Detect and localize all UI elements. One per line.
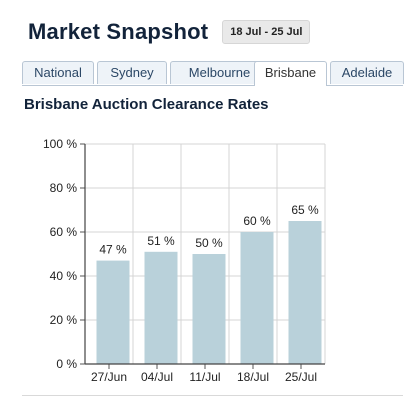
bar-data-label: 60 % xyxy=(243,214,271,228)
bar-18-jul xyxy=(240,232,274,364)
bar-data-label: 47 % xyxy=(99,243,127,257)
divider xyxy=(22,395,403,396)
x-tick-label: 25/Jul xyxy=(285,370,317,384)
x-tick-label: 27/Jun xyxy=(91,370,127,384)
tab-brisbane[interactable]: Brisbane xyxy=(254,61,327,86)
chart-bars xyxy=(96,221,322,364)
clearance-rate-chart: 0 % 20 % 40 % 60 % 80 % 100 % 47 % 27/Jun 51 % 04… xyxy=(43,137,326,384)
tab-melbourne[interactable]: Melbourne xyxy=(170,61,269,84)
tab-national[interactable]: National xyxy=(22,61,94,84)
bar-25-jul xyxy=(288,221,322,364)
x-tick-label: 11/Jul xyxy=(189,370,220,384)
y-tick-label: 20 % xyxy=(50,313,78,327)
y-tick-label: 80 % xyxy=(50,181,78,195)
header: Market Snapshot 18 Jul - 25 Jul xyxy=(28,16,311,48)
bar-04-jul xyxy=(144,251,178,364)
city-tabs: National Sydney Melbourne Brisbane Adela… xyxy=(22,61,404,86)
y-tick-label: 60 % xyxy=(50,225,78,239)
chart-axes xyxy=(80,143,325,369)
bar-data-label: 51 % xyxy=(147,234,175,248)
chart-title: Brisbane Auction Clearance Rates xyxy=(24,96,269,113)
x-tick-label: 18/Jul xyxy=(237,370,269,384)
tab-adelaide[interactable]: Adelaide xyxy=(330,61,404,84)
x-tick-label: 04/Jul xyxy=(141,370,173,384)
bar-27-jun xyxy=(96,260,130,364)
bar-data-label: 50 % xyxy=(195,236,223,250)
bar-data-label: 65 % xyxy=(291,203,319,217)
y-tick-label: 40 % xyxy=(50,269,78,283)
tab-sydney[interactable]: Sydney xyxy=(97,61,167,84)
y-tick-label: 0 % xyxy=(56,357,77,371)
bar-11-jul xyxy=(192,254,226,364)
chart-labels: 0 % 20 % 40 % 60 % 80 % 100 % 47 % 27/Jun 51 % 04… xyxy=(43,137,319,384)
y-tick-label: 100 % xyxy=(43,137,77,151)
page-title: Market Snapshot xyxy=(28,19,209,44)
date-range-badge: 18 Jul - 25 Jul xyxy=(222,20,311,44)
